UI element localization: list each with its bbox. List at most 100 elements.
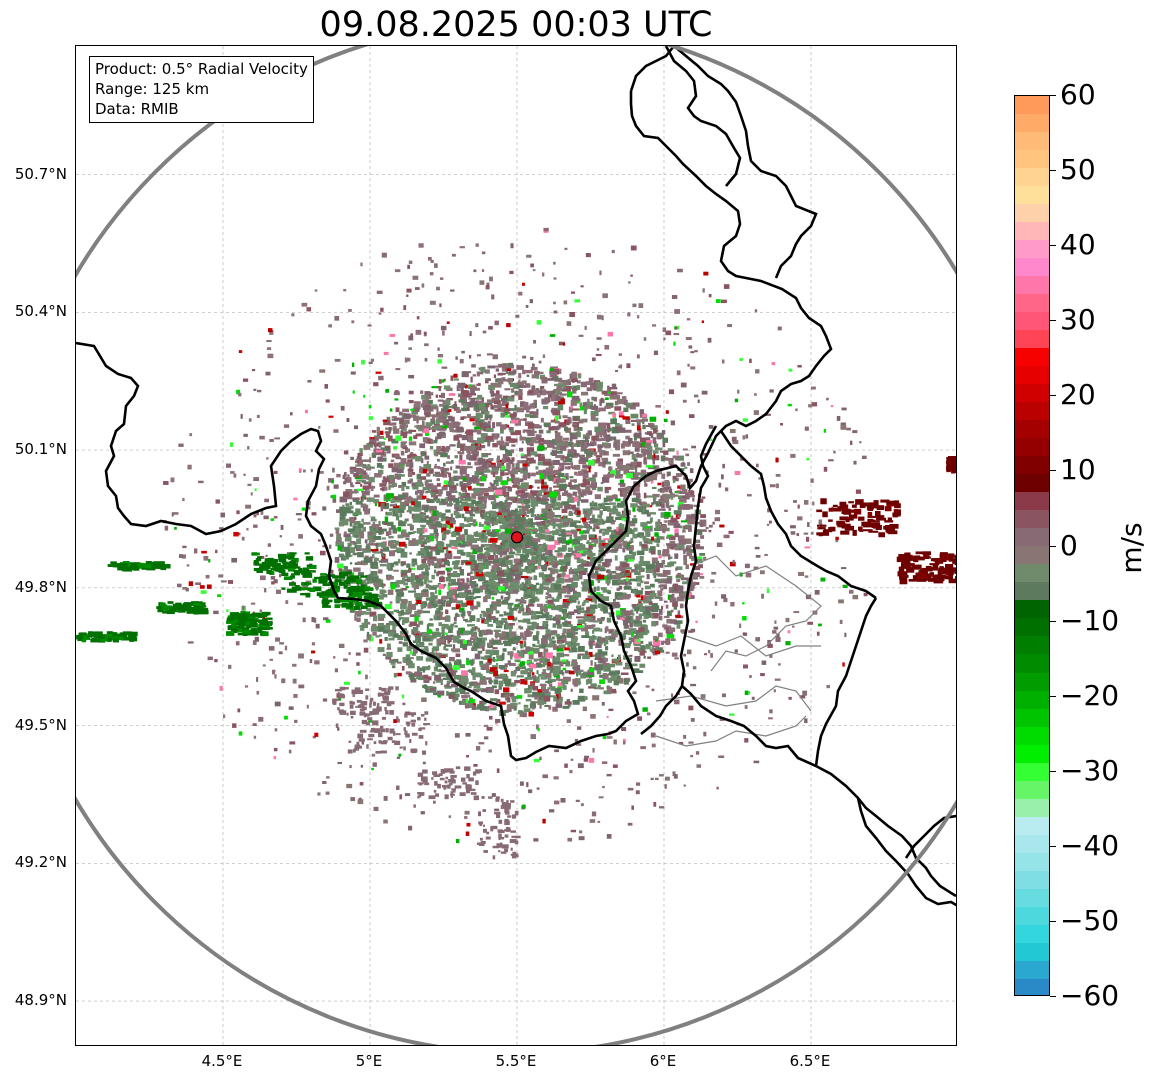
- echo-pixel: [507, 615, 515, 620]
- echo-pixel: [598, 422, 606, 427]
- echo-pixel: [475, 501, 483, 507]
- echo-pixel: [484, 453, 492, 456]
- echo-pixel: [659, 502, 663, 507]
- echo-pixel: [504, 640, 512, 647]
- echo-pixel: [548, 523, 556, 526]
- echo-pixel: [657, 482, 662, 486]
- echo-pixel: [515, 491, 519, 495]
- echo-pixel: [655, 525, 661, 531]
- echo-pixel: [373, 615, 378, 622]
- echo-pixel: [414, 602, 418, 606]
- echo-pixel: [451, 460, 454, 464]
- echo-pixel: [664, 565, 672, 568]
- echo-pixel: [688, 515, 694, 519]
- echo-pixel: [373, 572, 377, 578]
- echo-pixel: [540, 676, 547, 680]
- echo-pixel: [499, 445, 507, 451]
- echo-pixel: [575, 536, 583, 541]
- echo-pixel: [590, 411, 599, 417]
- echo-pixel: [620, 483, 626, 488]
- echo-pixel: [493, 670, 498, 677]
- echo-pixel: [441, 558, 448, 561]
- echo-pixel: [424, 646, 429, 651]
- echo-pixel: [533, 370, 540, 376]
- echo-pixel: [490, 404, 493, 410]
- echo-pixel: [562, 519, 570, 526]
- echo-pixel: [378, 430, 384, 435]
- echo-pixel: [688, 504, 693, 510]
- echo-pixel: [485, 403, 490, 408]
- echo-pixel: [539, 389, 546, 396]
- echo-pixel: [446, 503, 454, 506]
- echo-pixel: [565, 428, 571, 433]
- echo-pixel: [484, 515, 492, 521]
- echo-pixel: [369, 466, 375, 469]
- echo-pixel: [469, 418, 478, 422]
- echo-pixel: [356, 614, 362, 617]
- echo-pixel: [596, 518, 602, 525]
- echo-pixel: [563, 426, 569, 432]
- echo-pixel: [527, 589, 531, 595]
- echo-pixel: [426, 460, 429, 467]
- radar-map-canvas[interactable]: [76, 46, 957, 1046]
- echo-pixel: [686, 545, 692, 550]
- echo-pixel: [630, 537, 634, 543]
- echo-pixel: [401, 485, 405, 491]
- echo-pixel: [631, 474, 639, 480]
- echo-pixel: [502, 453, 508, 459]
- echo-pixel: [587, 669, 594, 676]
- echo-pixel: [530, 501, 539, 507]
- echo-pixel: [476, 500, 481, 504]
- echo-pixel: [384, 445, 391, 450]
- echo-pixel: [651, 612, 659, 619]
- echo-pixel: [572, 593, 578, 597]
- echo-pixel: [576, 385, 581, 390]
- echo-pixel: [617, 574, 623, 579]
- echo-pixel: [513, 606, 518, 609]
- echo-pixel: [378, 626, 385, 632]
- echo-pixel: [463, 692, 470, 695]
- echo-pixel: [639, 437, 647, 443]
- echo-pixel: [434, 613, 437, 620]
- echo-pixel: [552, 623, 557, 628]
- echo-pixel: [568, 466, 571, 470]
- echo-pixel: [540, 565, 545, 570]
- echo-pixel: [349, 541, 356, 544]
- echo-pixel: [595, 567, 601, 571]
- echo-pixel: [373, 443, 381, 447]
- echo-pixel: [505, 542, 512, 549]
- echo-pixel: [591, 451, 594, 455]
- echo-pixel: [588, 377, 594, 383]
- echo-pixel: [387, 435, 393, 442]
- echo-pixel: [557, 561, 563, 565]
- echo-pixel: [388, 620, 395, 626]
- echo-pixel: [491, 601, 498, 604]
- echo-pixel: [646, 431, 653, 435]
- echo-pixel: [635, 467, 638, 474]
- echo-pixel: [536, 373, 540, 379]
- echo-pixel: [554, 550, 560, 553]
- echo-pixel: [409, 462, 414, 468]
- echo-pixel: [429, 427, 437, 430]
- echo-pixel: [591, 540, 598, 543]
- echo-pixel: [679, 525, 683, 529]
- echo-pixel: [460, 631, 469, 636]
- echo-pixel: [401, 441, 408, 444]
- echo-pixel: [593, 396, 598, 402]
- echo-pixel: [657, 590, 663, 597]
- echo-pixel: [594, 687, 599, 690]
- echo-pixel: [466, 577, 470, 583]
- echo-pixel: [408, 567, 412, 573]
- echo-pixel: [661, 503, 665, 509]
- map-title: 09.08.2025 00:03 UTC: [319, 5, 713, 45]
- echo-pixel: [350, 482, 353, 487]
- echo-pixel: [536, 625, 544, 630]
- echo-pixel: [521, 520, 526, 525]
- echo-pixel: [596, 457, 601, 463]
- echo-pixel: [585, 401, 594, 407]
- echo-pixel: [443, 599, 447, 602]
- echo-pixel: [461, 582, 469, 587]
- echo-pixel: [569, 434, 578, 440]
- radar-map[interactable]: [75, 45, 957, 1046]
- echo-pixel: [572, 496, 579, 502]
